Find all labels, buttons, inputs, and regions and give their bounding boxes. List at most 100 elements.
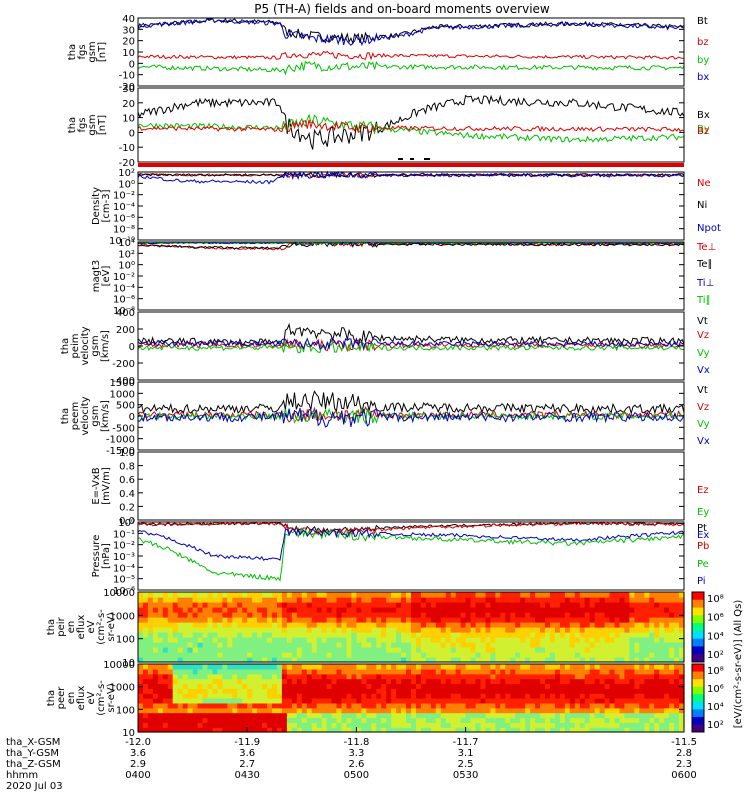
heatmap-cell	[634, 712, 640, 719]
heatmap-cell	[584, 664, 591, 670]
heatmap-cell	[306, 712, 313, 719]
heatmap-cell	[535, 702, 541, 709]
figure-title: P5 (TH-A) fields and on-board moments ov…	[254, 2, 550, 16]
heatmap-cell	[366, 627, 372, 633]
heatmap-cell	[594, 632, 601, 638]
heatmap-cell	[450, 683, 457, 689]
heatmap-cell	[659, 683, 665, 689]
heatmap-cell	[425, 698, 432, 704]
heatmap-cell	[267, 627, 273, 633]
heatmap-cell	[500, 683, 506, 689]
heatmap-cell	[187, 673, 194, 680]
heatmap-cell	[301, 647, 308, 653]
y-axis-label-line: fgs	[77, 44, 88, 59]
panel-frame	[137, 87, 685, 163]
y-tick-label: 0	[129, 342, 135, 353]
heatmap-cell	[475, 622, 482, 628]
heatmap-cell	[604, 612, 611, 618]
heatmap-cell	[465, 622, 472, 628]
heatmap-cell	[286, 693, 293, 699]
heatmap-cell	[579, 647, 586, 653]
heatmap-cell	[644, 647, 650, 653]
heatmap-cell	[396, 693, 402, 699]
heatmap-cell	[495, 647, 501, 653]
heatmap-cell	[609, 717, 616, 723]
y-tick-label: 10⁻²	[113, 541, 135, 552]
heatmap-cell	[679, 597, 685, 603]
heatmap-cell	[674, 722, 680, 728]
heatmap-cell	[520, 664, 526, 670]
heatmap-cell	[450, 668, 457, 675]
heatmap-cell	[634, 597, 640, 603]
heatmap-cell	[177, 717, 184, 723]
heatmap-cell	[579, 664, 586, 670]
heatmap-cell	[659, 664, 665, 670]
heatmap-cell	[465, 637, 472, 643]
heatmap-cell	[381, 698, 387, 704]
heatmap-cell	[381, 707, 387, 714]
heatmap-cell	[520, 597, 526, 603]
heatmap-cell	[490, 627, 496, 633]
heatmap-cell	[341, 664, 348, 670]
heatmap-cell	[172, 592, 179, 598]
heatmap-cell	[654, 693, 660, 699]
heatmap-cell	[227, 688, 233, 694]
heatmap-cell	[535, 688, 541, 694]
heatmap-cell	[296, 642, 303, 648]
heatmap-cell	[262, 717, 268, 723]
heatmap-cell	[589, 602, 596, 608]
heatmap-cell	[480, 693, 487, 699]
heatmap-cell	[669, 673, 675, 680]
heatmap-cell	[550, 652, 556, 658]
heatmap-cell	[296, 622, 303, 628]
heatmap-cell	[167, 698, 174, 704]
heatmap-cell	[649, 664, 655, 670]
heatmap-cell	[182, 657, 189, 663]
heatmap-cell	[515, 597, 521, 603]
heatmap-cell	[401, 668, 407, 675]
heatmap-cell	[401, 627, 407, 633]
heatmap-cell	[281, 597, 288, 603]
heatmap-cell	[371, 688, 377, 694]
heatmap-cell	[257, 627, 263, 633]
heatmap-cell	[644, 664, 650, 670]
heatmap-cell	[152, 602, 159, 608]
heatmap-cell	[594, 683, 601, 689]
heatmap-cell	[450, 727, 457, 733]
heatmap-cell	[291, 727, 298, 733]
heatmap-cell	[281, 637, 288, 643]
heatmap-cell	[217, 717, 223, 723]
heatmap-cell	[664, 597, 670, 603]
heatmap-cell	[445, 717, 452, 723]
heatmap-cell	[450, 632, 457, 638]
heatmap-cell	[336, 647, 343, 653]
heatmap-cell	[291, 712, 298, 719]
heatmap-cell	[381, 607, 387, 613]
heatmap-cell	[401, 678, 407, 685]
heatmap-cell	[574, 722, 581, 728]
heatmap-cell	[639, 622, 645, 628]
heatmap-cell	[321, 597, 328, 603]
heatmap-cell	[435, 673, 442, 680]
heatmap-cell	[286, 607, 293, 613]
heatmap-cell	[391, 678, 397, 685]
heatmap-cell	[252, 717, 258, 723]
heatmap-cell	[311, 707, 318, 714]
heatmap-cell	[649, 668, 655, 675]
heatmap-cell	[167, 637, 174, 643]
heatmap-cell	[664, 688, 670, 694]
heatmap-cell	[460, 627, 467, 633]
legend-Ez: Ez	[697, 485, 709, 496]
heatmap-cell	[475, 607, 482, 613]
colorbar-tick-label: 10⁴	[707, 631, 724, 642]
heatmap-cell	[604, 712, 611, 719]
heatmap-cell	[589, 632, 596, 638]
heatmap-cell	[545, 632, 551, 638]
heatmap-cell	[167, 664, 174, 670]
heatmap-cell	[589, 717, 596, 723]
heatmap-cell	[614, 664, 621, 670]
heatmap-cell	[222, 607, 228, 613]
heatmap-cell	[242, 664, 248, 670]
heatmap-cell	[634, 673, 640, 680]
heatmap-cell	[371, 602, 377, 608]
